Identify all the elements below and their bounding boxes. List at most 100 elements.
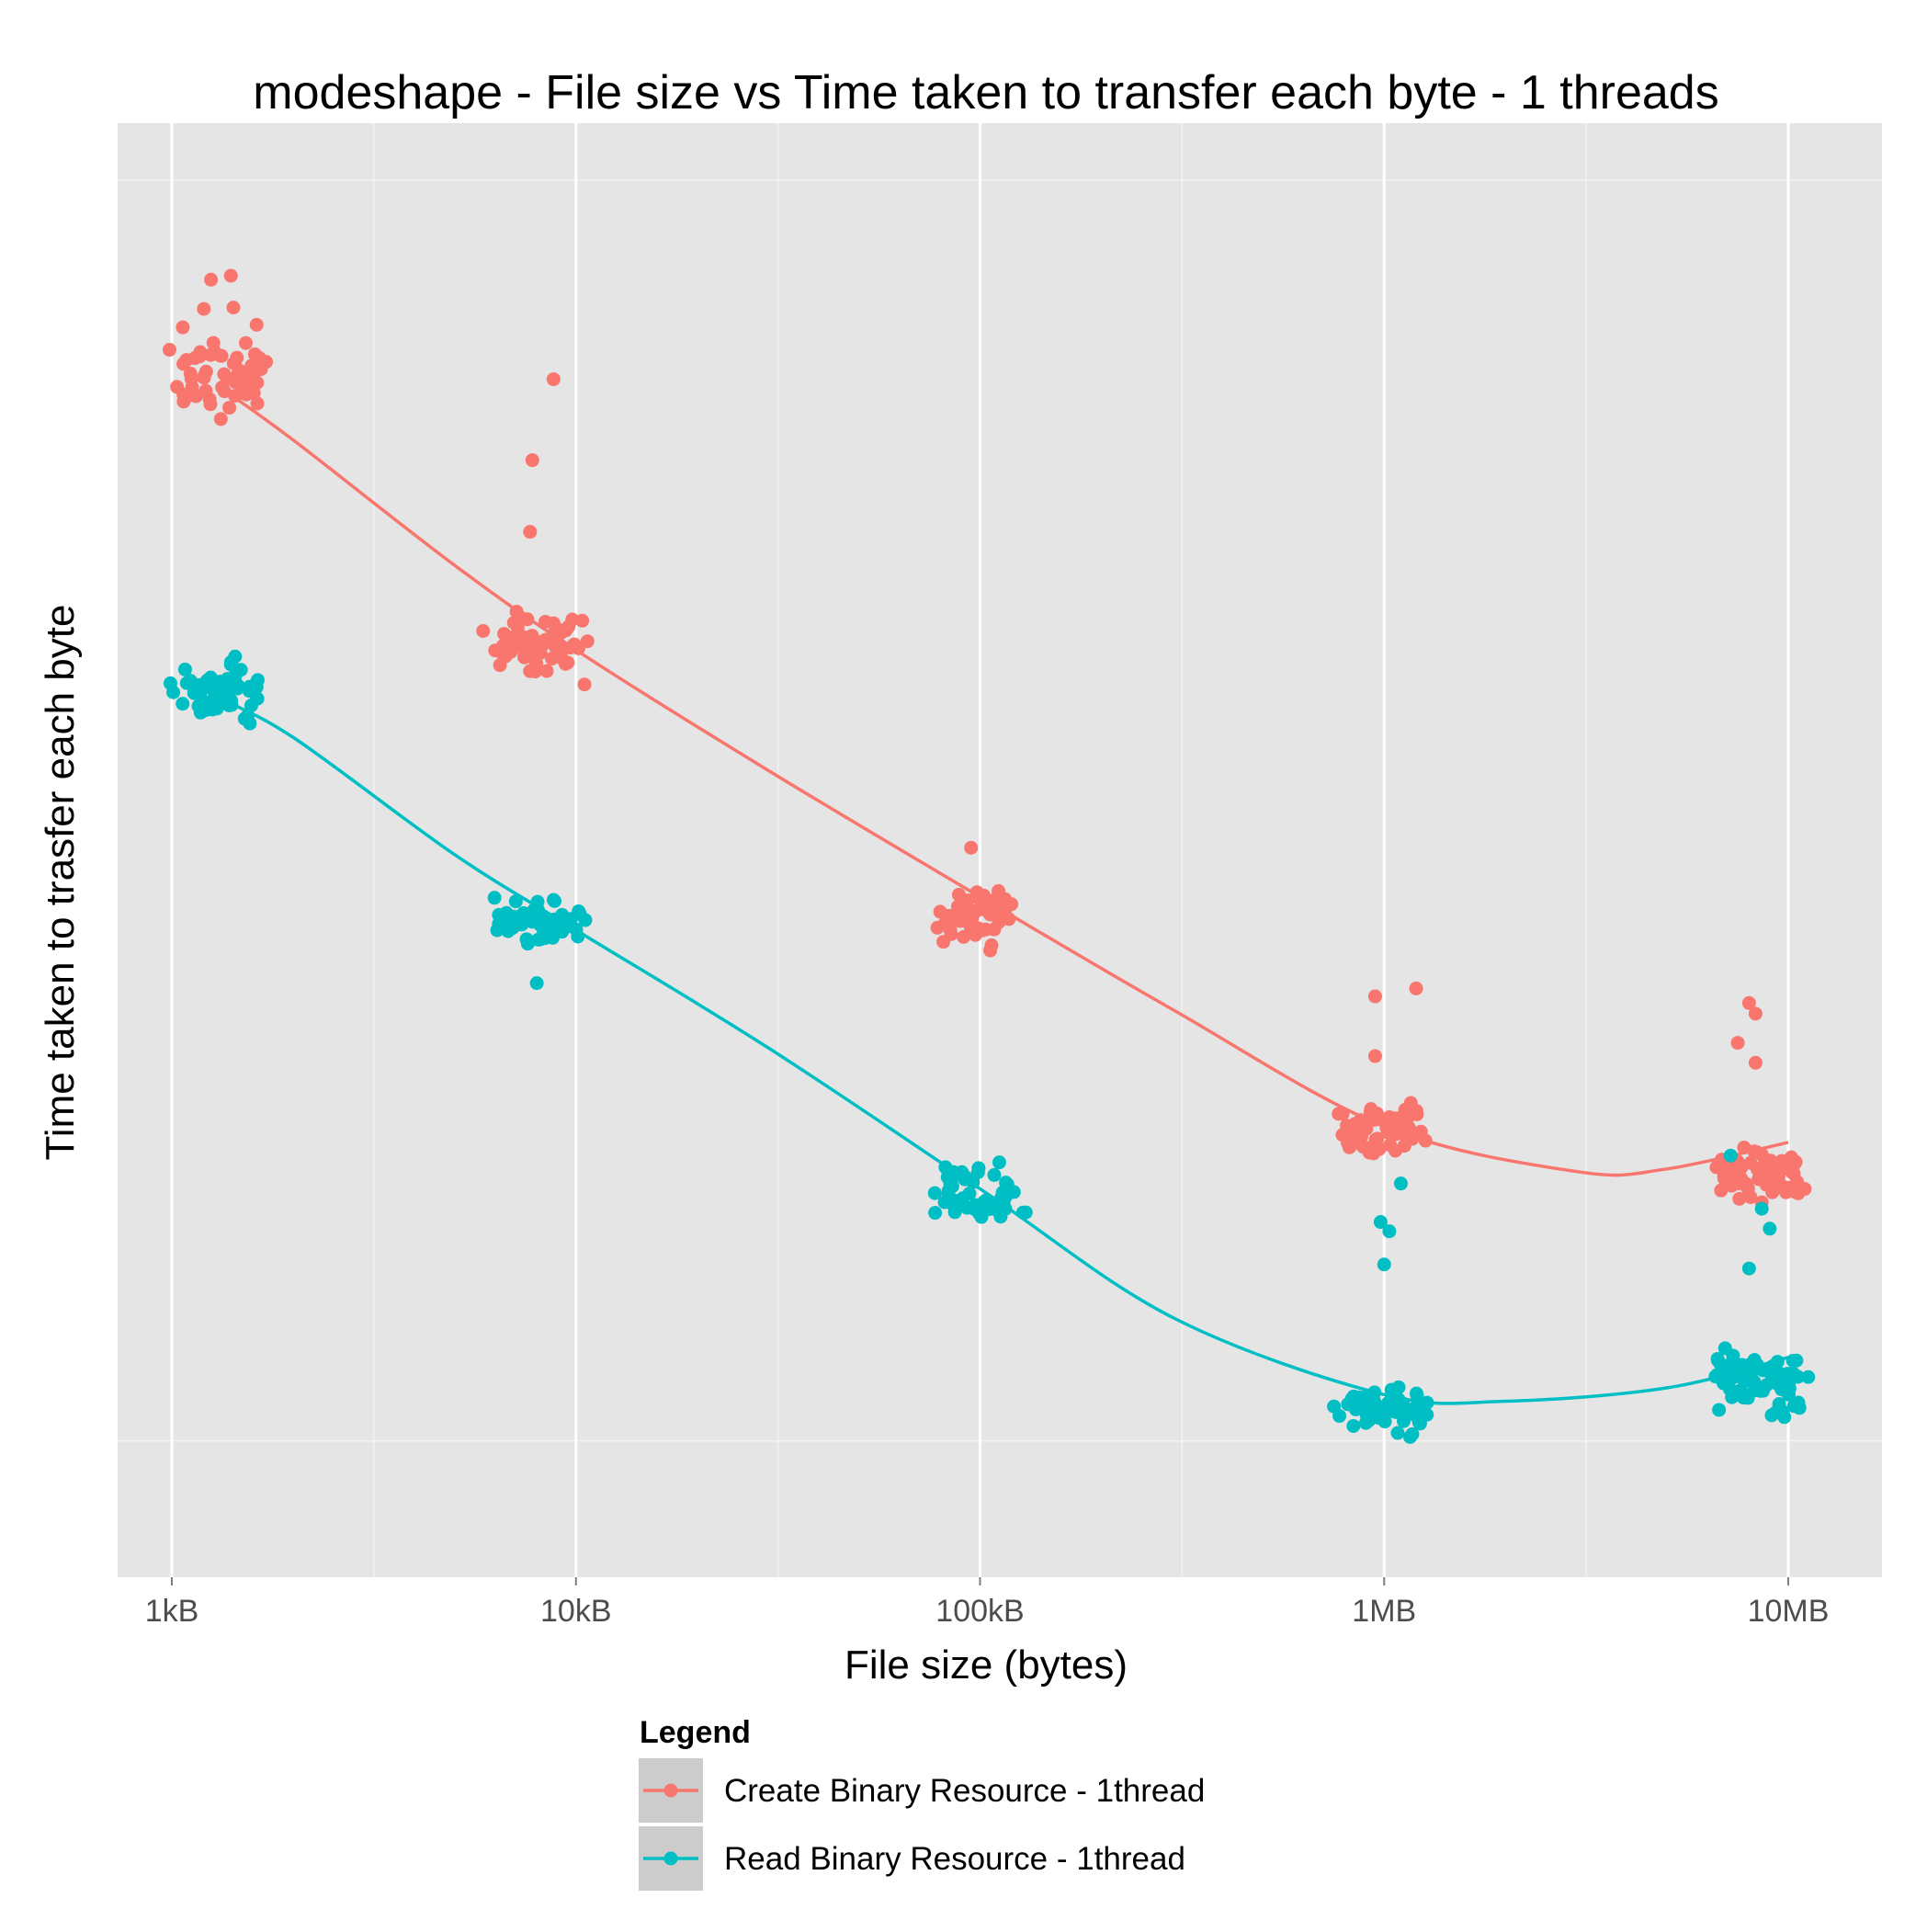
data-point-2 bbox=[534, 919, 549, 934]
data-point-2 bbox=[928, 1206, 943, 1221]
x-tick-label: 10MB bbox=[1748, 1594, 1830, 1629]
data-point-2 bbox=[487, 891, 502, 905]
data-point-1 bbox=[520, 612, 535, 627]
data-point-1 bbox=[215, 380, 230, 394]
data-point-2 bbox=[240, 709, 255, 723]
data-point-1 bbox=[546, 616, 561, 631]
data-point-2 bbox=[1346, 1418, 1361, 1433]
data-point-1 bbox=[983, 943, 998, 958]
data-point-2 bbox=[1382, 1224, 1397, 1239]
data-point-1 bbox=[1748, 1006, 1763, 1021]
legend-key-point-1 bbox=[663, 1783, 678, 1798]
data-point-2 bbox=[163, 676, 177, 690]
data-point-1 bbox=[1751, 1172, 1766, 1187]
data-point-2 bbox=[520, 937, 535, 951]
data-point-1 bbox=[575, 613, 590, 628]
data-point-1 bbox=[203, 347, 218, 362]
data-point-1 bbox=[1754, 1147, 1769, 1162]
data-point-2 bbox=[1405, 1426, 1420, 1441]
data-point-1 bbox=[1730, 1036, 1745, 1051]
data-point-1 bbox=[1363, 1104, 1377, 1119]
data-point-2 bbox=[1791, 1395, 1806, 1410]
data-point-1 bbox=[1786, 1166, 1801, 1181]
data-point-2 bbox=[555, 907, 570, 922]
data-point-1 bbox=[250, 396, 265, 411]
data-point-2 bbox=[1373, 1215, 1388, 1230]
data-point-1 bbox=[222, 401, 237, 415]
data-point-1 bbox=[1403, 1102, 1418, 1117]
data-point-2 bbox=[548, 893, 562, 908]
data-point-2 bbox=[177, 662, 192, 676]
data-point-1 bbox=[213, 412, 228, 426]
data-point-1 bbox=[1717, 1169, 1731, 1184]
data-point-1 bbox=[228, 374, 243, 389]
data-point-1 bbox=[1335, 1107, 1350, 1121]
data-point-1 bbox=[523, 664, 538, 678]
legend-key-point-2 bbox=[663, 1851, 678, 1866]
data-point-1 bbox=[1714, 1183, 1729, 1198]
data-point-1 bbox=[525, 629, 539, 643]
data-point-2 bbox=[250, 673, 265, 688]
data-point-1 bbox=[525, 453, 539, 468]
data-point-1 bbox=[577, 677, 592, 692]
data-point-2 bbox=[1390, 1426, 1405, 1440]
data-point-2 bbox=[1372, 1411, 1387, 1426]
data-point-2 bbox=[1763, 1222, 1777, 1236]
data-point-1 bbox=[214, 348, 229, 363]
data-point-1 bbox=[979, 922, 993, 937]
data-point-1 bbox=[943, 923, 958, 938]
x-tick-label: 1MB bbox=[1352, 1594, 1416, 1629]
data-point-2 bbox=[1777, 1410, 1792, 1425]
data-point-2 bbox=[223, 657, 238, 672]
data-point-1 bbox=[991, 903, 1005, 917]
data-point-1 bbox=[1730, 1169, 1745, 1184]
data-point-2 bbox=[1723, 1148, 1738, 1163]
data-point-1 bbox=[992, 883, 1006, 898]
data-point-1 bbox=[197, 370, 211, 385]
data-point-2 bbox=[995, 1185, 1010, 1199]
data-point-2 bbox=[1730, 1360, 1745, 1375]
x-axis-title: File size (bytes) bbox=[844, 1642, 1128, 1688]
data-point-2 bbox=[996, 1199, 1011, 1214]
plot-panel bbox=[118, 123, 1882, 1577]
data-point-1 bbox=[509, 604, 524, 619]
data-point-2 bbox=[1712, 1403, 1727, 1417]
x-tick-label: 1kB bbox=[145, 1594, 199, 1629]
data-point-1 bbox=[958, 914, 973, 928]
data-point-2 bbox=[1801, 1369, 1816, 1384]
data-point-1 bbox=[249, 317, 264, 332]
data-point-2 bbox=[1399, 1407, 1413, 1422]
x-axis-ticks: 1kB 10kB 100kB 1MB 10MB bbox=[145, 1577, 1830, 1629]
data-point-1 bbox=[964, 840, 979, 855]
data-point-2 bbox=[1411, 1415, 1426, 1430]
data-point-2 bbox=[514, 909, 528, 924]
data-point-2 bbox=[1018, 1205, 1033, 1220]
y-axis-title: Time taken to trasfer each byte bbox=[38, 605, 83, 1161]
data-point-1 bbox=[1774, 1154, 1789, 1168]
data-point-1 bbox=[539, 664, 554, 678]
data-point-2 bbox=[943, 1196, 958, 1210]
data-point-2 bbox=[1751, 1359, 1765, 1374]
data-point-1 bbox=[1372, 1142, 1387, 1156]
data-point-2 bbox=[525, 907, 539, 922]
data-point-1 bbox=[1383, 1138, 1398, 1153]
data-point-1 bbox=[206, 335, 221, 350]
data-point-2 bbox=[1725, 1390, 1740, 1404]
data-point-2 bbox=[927, 1186, 942, 1200]
data-point-1 bbox=[563, 641, 578, 655]
data-point-1 bbox=[162, 343, 176, 358]
data-point-2 bbox=[1373, 1400, 1388, 1415]
data-point-1 bbox=[951, 887, 966, 902]
data-point-2 bbox=[176, 697, 190, 711]
data-point-1 bbox=[488, 643, 503, 658]
legend-label-1: Create Binary Resource - 1thread bbox=[724, 1773, 1205, 1809]
data-point-1 bbox=[193, 345, 208, 359]
data-point-1 bbox=[516, 643, 531, 658]
data-point-2 bbox=[1716, 1374, 1730, 1389]
data-point-1 bbox=[546, 372, 561, 387]
data-point-2 bbox=[987, 1167, 1002, 1182]
data-point-2 bbox=[1741, 1261, 1756, 1276]
data-point-2 bbox=[490, 923, 504, 938]
data-point-2 bbox=[545, 930, 560, 945]
